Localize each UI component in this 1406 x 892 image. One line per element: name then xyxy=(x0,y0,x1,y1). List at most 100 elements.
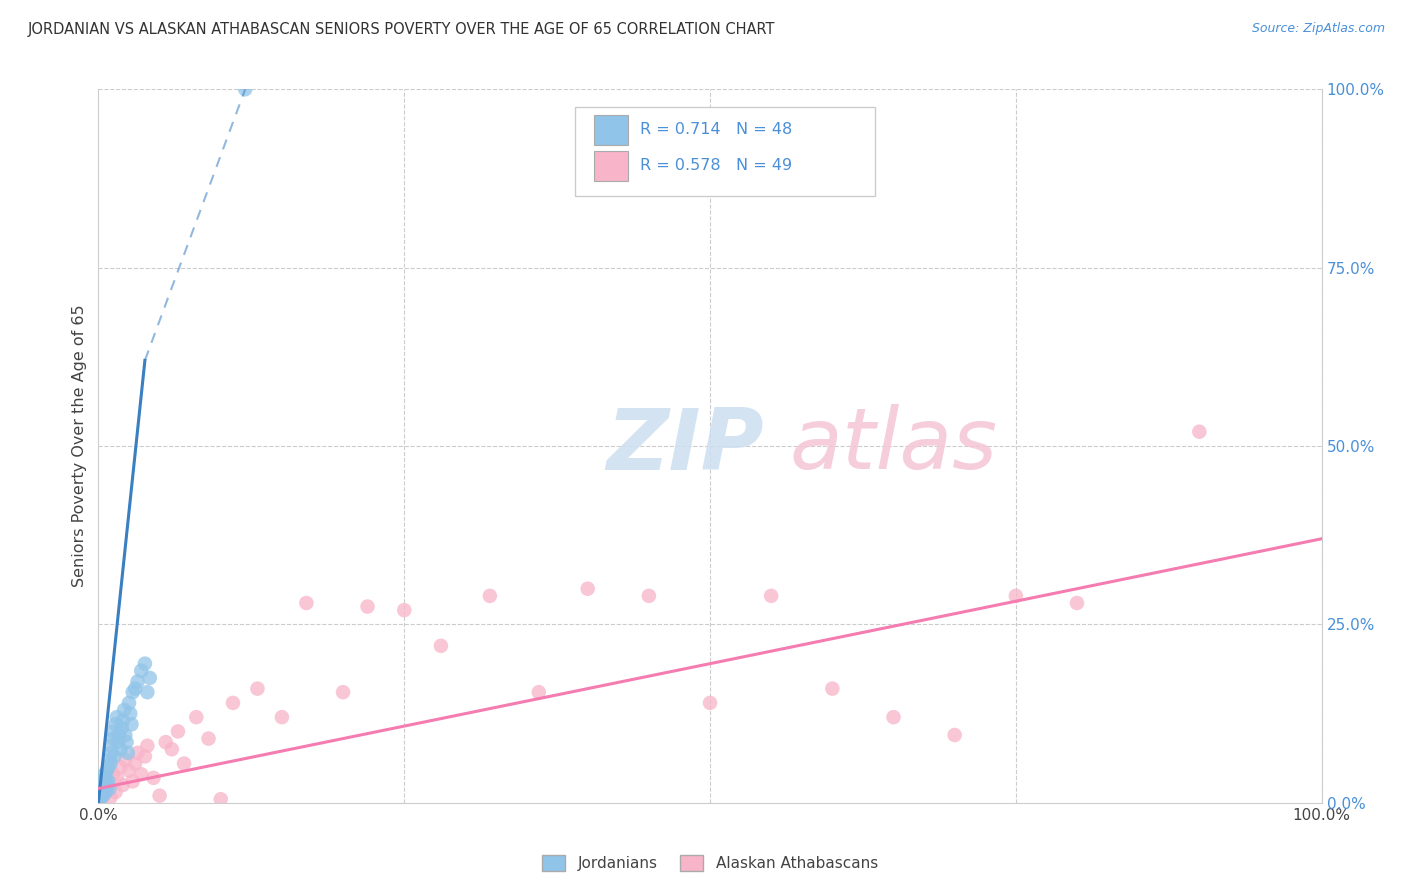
Point xyxy=(91,789,114,803)
Point xyxy=(295,596,318,610)
Point xyxy=(96,778,118,792)
Point xyxy=(430,639,453,653)
Point xyxy=(90,790,112,805)
Point xyxy=(89,792,111,806)
Point xyxy=(124,681,146,696)
Point xyxy=(1066,596,1088,610)
Point xyxy=(105,710,128,724)
Text: R = 0.578   N = 49: R = 0.578 N = 49 xyxy=(640,158,793,173)
Point xyxy=(943,728,966,742)
Point xyxy=(110,760,132,774)
FancyBboxPatch shape xyxy=(575,107,875,196)
Point xyxy=(91,783,114,797)
Point xyxy=(392,603,416,617)
Point xyxy=(111,714,134,728)
Point xyxy=(186,710,208,724)
Point xyxy=(100,756,122,771)
Point xyxy=(104,717,127,731)
Point xyxy=(136,739,159,753)
Point xyxy=(98,753,121,767)
Y-axis label: Seniors Poverty Over the Age of 65: Seniors Poverty Over the Age of 65 xyxy=(72,305,87,587)
Point xyxy=(197,731,219,746)
Point xyxy=(93,781,115,796)
Point xyxy=(127,674,149,689)
Point xyxy=(94,785,117,799)
Point xyxy=(117,746,139,760)
Point xyxy=(118,764,141,778)
Point xyxy=(124,756,146,771)
Point xyxy=(576,582,599,596)
Point xyxy=(89,789,111,803)
Point xyxy=(478,589,501,603)
Point xyxy=(114,728,136,742)
Point xyxy=(100,790,122,805)
Point xyxy=(105,771,128,785)
Point xyxy=(91,785,114,799)
Point xyxy=(91,778,114,792)
Point xyxy=(173,756,195,771)
Point xyxy=(100,739,122,753)
Point xyxy=(127,746,149,760)
Point xyxy=(142,771,165,785)
Point xyxy=(761,589,783,603)
Point xyxy=(160,742,183,756)
Point xyxy=(108,728,131,742)
FancyBboxPatch shape xyxy=(593,151,628,180)
Text: ZIP: ZIP xyxy=(606,404,763,488)
Point xyxy=(97,774,120,789)
Point xyxy=(883,710,905,724)
Point xyxy=(101,767,124,781)
Point xyxy=(134,749,156,764)
Text: R = 0.714   N = 48: R = 0.714 N = 48 xyxy=(640,122,793,137)
Point xyxy=(821,681,844,696)
Point xyxy=(134,657,156,671)
Point xyxy=(638,589,661,603)
Point xyxy=(91,789,114,803)
Point xyxy=(121,774,143,789)
Text: Source: ZipAtlas.com: Source: ZipAtlas.com xyxy=(1251,22,1385,36)
Point xyxy=(233,82,256,96)
Point xyxy=(101,724,124,739)
Point xyxy=(98,781,121,796)
Point xyxy=(1188,425,1211,439)
Point xyxy=(118,696,141,710)
Point xyxy=(104,785,127,799)
Point xyxy=(93,781,115,796)
Point xyxy=(110,742,132,756)
Point xyxy=(356,599,378,614)
Point xyxy=(129,664,152,678)
Point xyxy=(527,685,550,699)
Point xyxy=(120,706,142,721)
Point xyxy=(332,685,354,699)
Point xyxy=(222,696,245,710)
Point xyxy=(1004,589,1026,603)
Point xyxy=(97,774,120,789)
Point xyxy=(155,735,177,749)
Point xyxy=(94,785,117,799)
Point xyxy=(91,774,114,789)
Point xyxy=(94,771,117,785)
Point xyxy=(90,792,112,806)
Point xyxy=(699,696,721,710)
Point xyxy=(93,767,115,781)
Point xyxy=(114,753,136,767)
Point xyxy=(246,681,269,696)
Point xyxy=(103,749,125,764)
Point xyxy=(129,767,152,781)
Point xyxy=(101,746,124,760)
Point xyxy=(97,760,120,774)
Point xyxy=(139,671,162,685)
Point xyxy=(90,787,112,801)
Point xyxy=(96,764,118,778)
Point xyxy=(120,717,142,731)
Point xyxy=(96,778,118,792)
Point xyxy=(136,685,159,699)
Point xyxy=(270,710,294,724)
Legend: Jordanians, Alaskan Athabascans: Jordanians, Alaskan Athabascans xyxy=(536,849,884,877)
Text: atlas: atlas xyxy=(790,404,997,488)
Point xyxy=(90,781,112,796)
Point xyxy=(209,792,232,806)
Point xyxy=(121,685,143,699)
Point xyxy=(107,735,129,749)
Point xyxy=(112,703,135,717)
